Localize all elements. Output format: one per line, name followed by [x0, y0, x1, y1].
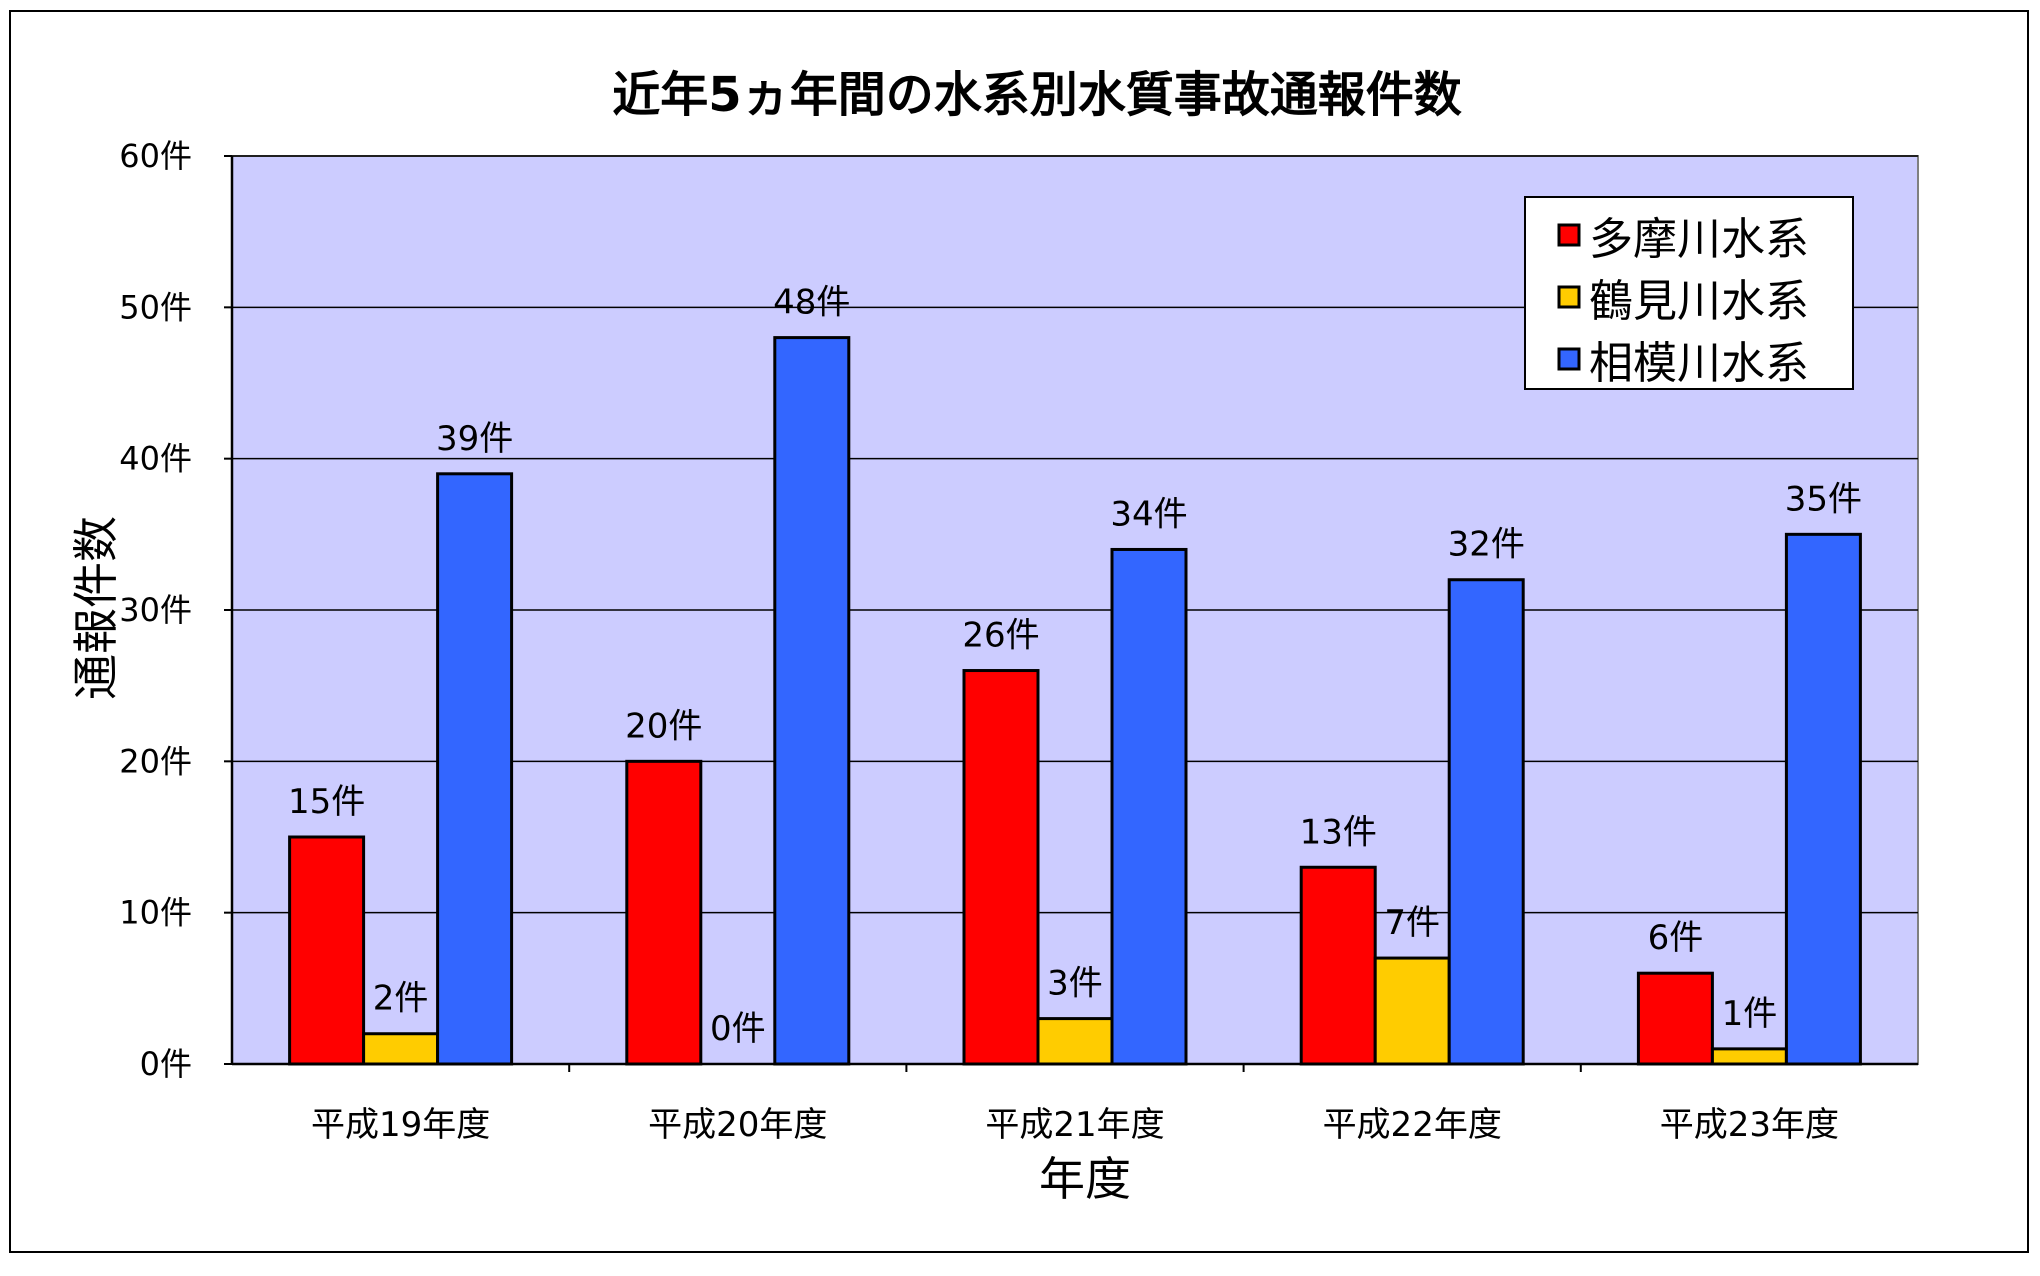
bar — [773, 336, 851, 1066]
bar — [1110, 547, 1188, 1066]
bar — [1373, 956, 1451, 1066]
legend-label: 多摩川水系 — [1589, 214, 1809, 265]
data-label: 6件 — [1648, 918, 1704, 958]
bar — [1784, 532, 1862, 1066]
y-tick-label: 10件 — [119, 894, 192, 932]
bar — [1710, 1047, 1788, 1066]
bar — [1636, 971, 1714, 1066]
bar — [1036, 1017, 1114, 1066]
legend-label: 相模川水系 — [1589, 338, 1809, 389]
bar — [436, 472, 514, 1066]
data-label: 0件 — [710, 1009, 766, 1049]
legend-swatch — [1557, 223, 1581, 247]
data-label: 39件 — [436, 419, 513, 459]
y-tick-label: 40件 — [119, 440, 192, 478]
x-tick-label: 平成22年度 — [1323, 1105, 1502, 1145]
x-tick-label: 平成21年度 — [985, 1105, 1164, 1145]
data-labels: 15件 2件 39件 20件 0件 48件 26件 3件 34件 13件 7件 32件 6件 1件 35件 — [288, 283, 1862, 1049]
legend-swatch — [1557, 285, 1581, 309]
legend-swatch — [1557, 347, 1581, 371]
x-tick-label: 平成20年度 — [648, 1105, 827, 1145]
y-axis-title: 通報件数 — [69, 516, 123, 700]
data-label: 48件 — [773, 283, 850, 323]
data-label: 2件 — [373, 979, 429, 1019]
y-tick-label: 30件 — [119, 591, 192, 629]
y-tick-label: 20件 — [119, 742, 192, 780]
y-tick-labels: 0件 10件 20件 30件 40件 50件 60件 — [119, 137, 192, 1083]
bar — [962, 669, 1040, 1066]
bar — [625, 759, 703, 1066]
chart-title: 近年5ヵ年間の水系別水質事故通報件数 — [612, 67, 1461, 123]
data-label: 13件 — [1300, 812, 1377, 852]
bars — [288, 336, 1862, 1066]
data-label: 7件 — [1384, 903, 1440, 943]
axes — [224, 155, 1918, 1072]
bar — [362, 1032, 440, 1066]
x-axis-title: 年度 — [1039, 1152, 1131, 1206]
x-tick-labels: 平成19年度 平成20年度 平成21年度 平成22年度 平成23年度 — [311, 1105, 1839, 1145]
bar — [288, 835, 366, 1066]
data-label: 26件 — [962, 616, 1039, 656]
bar — [1299, 865, 1377, 1066]
legend-label: 鶴見川水系 — [1589, 276, 1809, 327]
data-label: 15件 — [288, 782, 365, 822]
x-tick-label: 平成19年度 — [311, 1105, 490, 1145]
data-label: 35件 — [1785, 479, 1862, 519]
data-label: 32件 — [1448, 525, 1525, 565]
y-tick-label: 0件 — [140, 1045, 192, 1083]
data-label: 20件 — [625, 706, 702, 746]
data-label: 34件 — [1110, 494, 1187, 534]
data-label: 3件 — [1047, 964, 1103, 1004]
y-tick-label: 60件 — [119, 137, 192, 175]
bar — [1447, 578, 1525, 1066]
y-tick-label: 50件 — [119, 288, 192, 326]
data-label: 1件 — [1722, 994, 1778, 1034]
x-tick-label: 平成23年度 — [1660, 1105, 1839, 1145]
